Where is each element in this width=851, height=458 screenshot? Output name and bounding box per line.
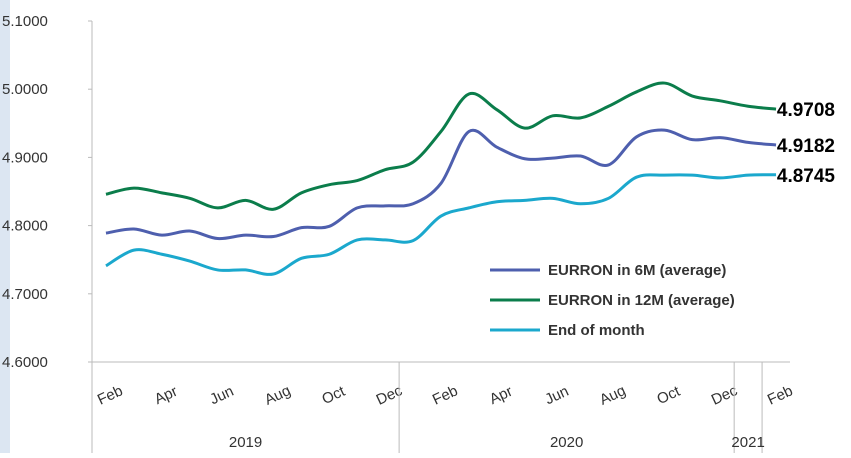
- x-tick-label: Feb: [430, 382, 461, 408]
- end-value-label: 4.9182: [777, 136, 835, 157]
- series-line: [105, 81, 777, 211]
- x-tick-label: Aug: [262, 382, 293, 409]
- x-tick-label: Dec: [709, 382, 741, 409]
- x-tick-label: Jun: [542, 383, 571, 409]
- year-label: 2020: [550, 434, 583, 451]
- x-tick-label: Oct: [319, 382, 348, 408]
- end-value-label: 4.9708: [777, 100, 835, 121]
- x-tick-label: Apr: [487, 383, 515, 408]
- year-label: 2019: [229, 434, 262, 451]
- x-tick-label: Jun: [207, 383, 236, 409]
- x-tick-label: Apr: [152, 383, 180, 408]
- x-tick-label: Oct: [654, 382, 683, 408]
- y-tick-label: 4.7000: [2, 286, 48, 303]
- end-value-label: 4.8745: [777, 166, 836, 187]
- y-tick-label: 4.6000: [2, 354, 48, 371]
- legend-label: EURRON in 12M (average): [548, 292, 735, 309]
- legend-label: End of month: [548, 322, 645, 339]
- x-tick-label: Feb: [95, 382, 126, 408]
- series-line: [105, 128, 777, 241]
- x-tick-label: Feb: [765, 382, 796, 408]
- y-tick-label: 4.8000: [2, 218, 48, 235]
- side-strip: [0, 0, 10, 453]
- y-tick-label: 4.9000: [2, 149, 48, 166]
- legend-label: EURRON in 6M (average): [548, 262, 726, 279]
- x-tick-label: Dec: [374, 382, 406, 409]
- year-label: 2021: [731, 434, 764, 451]
- series-line: [105, 173, 777, 276]
- y-tick-label: 5.0000: [2, 81, 48, 98]
- y-tick-label: 5.1000: [2, 13, 48, 30]
- x-tick-label: Aug: [597, 382, 628, 409]
